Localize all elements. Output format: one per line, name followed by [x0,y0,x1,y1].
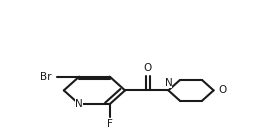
Text: Br: Br [40,72,52,82]
Text: O: O [143,63,152,73]
Text: N: N [75,99,83,109]
Text: N: N [164,78,172,88]
Text: O: O [218,85,227,95]
Text: F: F [107,119,113,129]
